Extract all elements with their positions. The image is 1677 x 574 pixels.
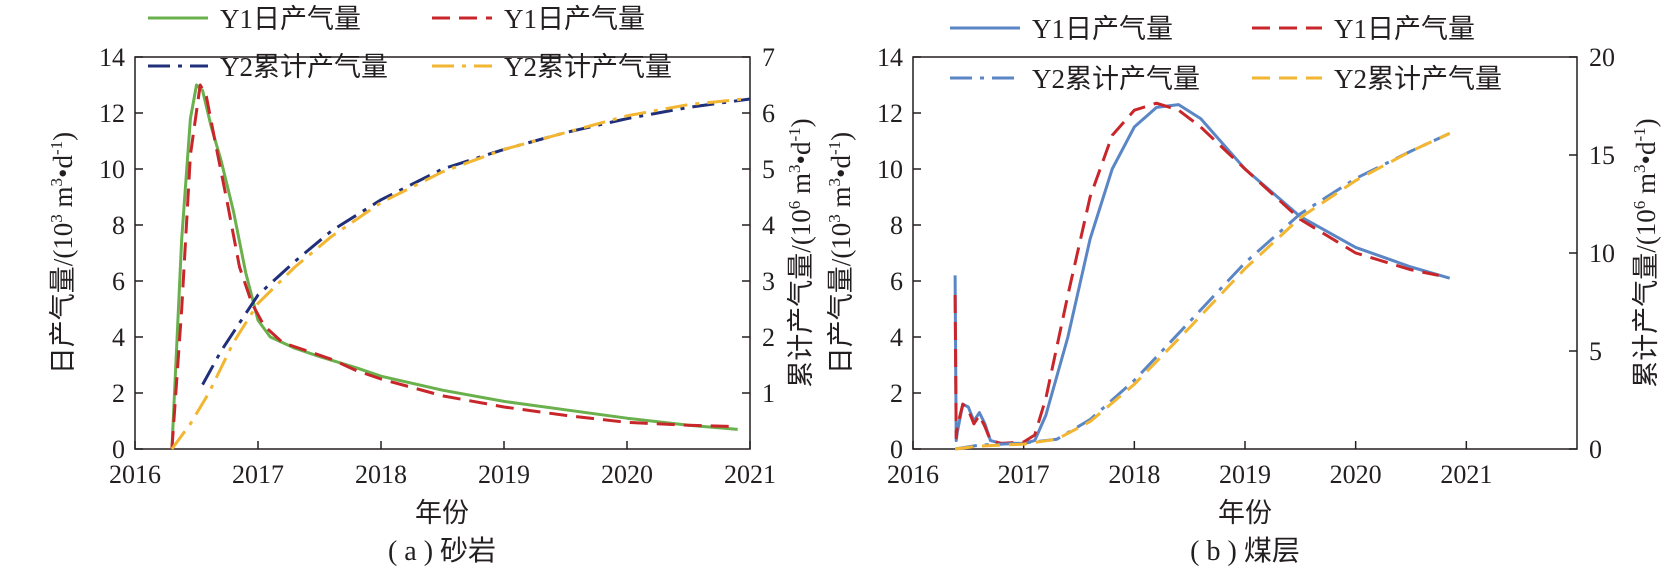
ticks-a: 2016 2017 2018 2019 2020 20210246810121412345… xyxy=(99,43,776,489)
y-right-tick-label: 7 xyxy=(762,43,775,72)
y-left-tick-label: 14 xyxy=(877,43,903,72)
x-tick-label: 2019 xyxy=(1219,460,1271,489)
y-left-tick-label: 4 xyxy=(112,323,125,352)
y-left-tick-label: 10 xyxy=(99,155,125,184)
series-line-2 xyxy=(170,83,738,450)
caption-a: ( a ) 砂岩 xyxy=(388,535,496,567)
x-tick-label: 2017 xyxy=(998,460,1050,489)
y-left-tick-label: 8 xyxy=(112,211,125,240)
ticks-b: 2016 2017 2018 2019 2020 2021 0 2 4 6 8 10 12 14 0 5 10 1… xyxy=(877,43,1615,489)
y-right-tick-label: 2 xyxy=(762,323,775,352)
y-right-tick-label: 0 xyxy=(1589,435,1602,464)
legend-b-label-1: Y1日产气量 xyxy=(1032,14,1173,44)
panel-b: Y1日产气量 Y1日产气量 Y2累计产气量 Y2累计产气量 2016 2017 20… xyxy=(825,14,1661,567)
x-tick-label: 2017 xyxy=(232,460,284,489)
series-line-3 xyxy=(201,97,751,386)
plot-frame-b xyxy=(912,56,1578,450)
panel-a: Y1日产气量 Y1日产气量 Y2累计产气量 Y2累计产气量 2016 2017 20… xyxy=(47,4,816,567)
y-right-tick-label: 20 xyxy=(1589,43,1615,72)
legend-a-label-2: Y1日产气量 xyxy=(504,4,645,34)
y-left-tick-label: 10 xyxy=(877,155,903,184)
y-axis-label-left-b: 日产气量/(103 m3•d-1) xyxy=(825,132,856,374)
y-left-tick-label: 0 xyxy=(890,435,903,464)
series-b xyxy=(953,101,1451,451)
legend-a-label-1: Y1日产气量 xyxy=(220,4,361,34)
x-tick-label: 2016 xyxy=(109,460,161,489)
y-left-tick-label: 0 xyxy=(112,435,125,464)
x-tick-label: 2021 xyxy=(1440,460,1492,489)
y-axis-label-right-a: 累计产气量/(106 m3•d-1) xyxy=(785,118,816,387)
y-left-tick-label: 4 xyxy=(890,323,903,352)
y-right-tick-label: 5 xyxy=(762,155,775,184)
y-axis-label-right-b: 累计产气量/(106 m3•d-1) xyxy=(1630,118,1661,387)
legend-a: Y1日产气量 Y1日产气量 Y2累计产气量 Y2累计产气量 xyxy=(148,4,672,82)
y-left-tick-label: 2 xyxy=(890,379,903,408)
x-axis-label-a: 年份 xyxy=(415,498,469,528)
y-left-tick-label: 14 xyxy=(99,43,125,72)
series-line-3 xyxy=(954,132,1451,451)
x-tick-label: 2018 xyxy=(355,460,407,489)
x-tick-label: 2020 xyxy=(601,460,653,489)
x-axis-label-b: 年份 xyxy=(1218,498,1272,528)
x-tick-label: 2019 xyxy=(478,460,530,489)
x-tick-label: 2021 xyxy=(724,460,776,489)
series-line-4 xyxy=(170,97,745,450)
series-a xyxy=(170,83,751,450)
y-axis-label-left-a: 日产气量/(103 m3•d-1) xyxy=(47,132,78,374)
y-left-tick-label: 8 xyxy=(890,211,903,240)
caption-b: ( b ) 煤层 xyxy=(1190,535,1300,567)
y-left-tick-label: 6 xyxy=(112,267,125,296)
y-right-tick-label: 15 xyxy=(1589,141,1615,170)
y-right-tick-label: 3 xyxy=(762,267,775,296)
legend-b: Y1日产气量 Y1日产气量 Y2累计产气量 Y2累计产气量 xyxy=(950,14,1502,94)
x-tick-label: 2016 xyxy=(887,460,939,489)
y-left-tick-label: 12 xyxy=(99,99,125,128)
series-line-4 xyxy=(954,132,1451,451)
legend-b-label-3: Y2累计产气量 xyxy=(1032,64,1200,94)
series-line-2 xyxy=(953,101,1439,445)
legend-b-label-4: Y2累计产气量 xyxy=(1334,64,1502,94)
legend-b-label-2: Y1日产气量 xyxy=(1334,14,1475,44)
plot-frame-a xyxy=(134,56,751,450)
x-tick-label: 2018 xyxy=(1108,460,1160,489)
series-line-1 xyxy=(953,103,1451,445)
y-left-tick-label: 12 xyxy=(877,99,903,128)
x-tick-label: 2020 xyxy=(1330,460,1382,489)
y-right-tick-label: 4 xyxy=(762,211,775,240)
y-right-tick-label: 6 xyxy=(762,99,775,128)
y-left-tick-label: 2 xyxy=(112,379,125,408)
y-right-tick-label: 5 xyxy=(1589,337,1602,366)
y-right-tick-label: 10 xyxy=(1589,239,1615,268)
series-line-1 xyxy=(170,83,738,450)
y-right-tick-label: 1 xyxy=(762,379,775,408)
y-left-tick-label: 6 xyxy=(890,267,903,296)
